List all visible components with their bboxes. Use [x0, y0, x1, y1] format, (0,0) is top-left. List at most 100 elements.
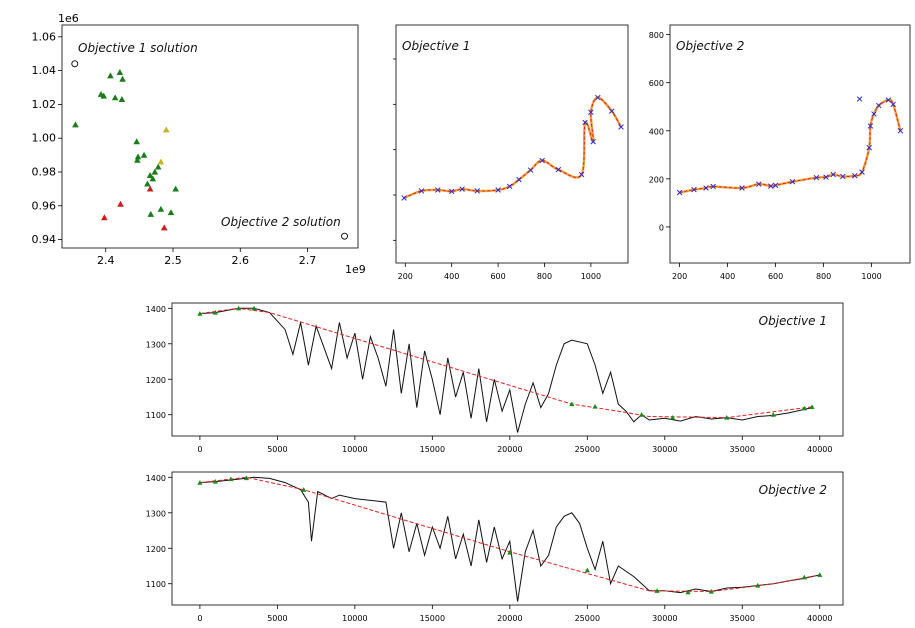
triangle-marker: [162, 126, 170, 133]
x-tick-label: 200: [672, 272, 687, 281]
triangle-marker: [111, 94, 119, 101]
triangle-marker: [157, 158, 165, 165]
x-tick-label: 20000: [497, 445, 522, 454]
plot-frame: [669, 24, 911, 264]
x-exponent-label: 1e9: [345, 263, 366, 275]
waypoint-marker: [595, 94, 601, 101]
x-tick-label: 20000: [497, 614, 522, 623]
plot-frame: [395, 24, 629, 264]
x-tick-label: 600: [490, 272, 505, 281]
waypoint-marker: [474, 188, 480, 194]
triangle-marker: [243, 475, 249, 481]
x-tick-label: 0: [197, 445, 202, 454]
x-tick-label: 40000: [807, 445, 832, 454]
chart-annotation: Objective 2 solution: [221, 215, 341, 229]
triangle-marker: [724, 414, 730, 420]
y-tick-label: 200: [649, 175, 664, 184]
y-exponent-label: 1e6: [58, 12, 79, 25]
triangle-marker: [801, 405, 807, 411]
route-line: [679, 99, 901, 194]
x-tick-label: 35000: [730, 614, 755, 623]
x-tick-label: 15000: [420, 614, 445, 623]
triangle-marker: [172, 185, 179, 192]
waypoint-marker: [590, 138, 596, 145]
pareto-front-scatter: 2.4 2.5 2.6 2.7 0.94 0.96 0.98 1.00 1.02 1.04 1.06…: [32, 12, 366, 276]
x-tick-label: 30000: [652, 614, 677, 623]
waypoint-marker: [772, 182, 779, 189]
waypoint-marker: [703, 185, 709, 191]
x-tick-label: 600: [768, 272, 783, 281]
objective1-route-panel: 200 400 600 800 1000 Objective 1: [378, 0, 638, 295]
x-tick-label: 800: [816, 272, 831, 281]
triangle-marker: [147, 210, 155, 217]
waypoint-marker: [823, 174, 829, 180]
triangle-marker: [685, 589, 691, 595]
waypoint-marker: [495, 187, 501, 193]
waypoint-marker: [710, 183, 716, 190]
triangle-marker: [584, 567, 590, 573]
y-tick-label: 800: [649, 31, 664, 40]
triangle-marker: [133, 138, 140, 145]
triangle-marker: [118, 96, 126, 102]
y-tick-label: 1.00: [32, 132, 57, 145]
x-tick-label: 1000: [581, 272, 601, 281]
triangle-marker: [117, 200, 124, 207]
waypoint-marker: [768, 183, 774, 189]
triangle-marker: [72, 121, 79, 128]
triangle-marker: [197, 311, 203, 316]
waypoint-marker: [876, 102, 882, 109]
triangle-marker: [638, 412, 645, 417]
waypoint-marker: [789, 178, 796, 185]
y-tick-label: 1400: [146, 474, 166, 483]
y-tick-label: 1100: [146, 411, 166, 420]
triangle-marker: [101, 214, 108, 221]
objective2-profile-panel: 0 5000 10000 15000 20000 25000 30000 35000 40000…: [130, 462, 915, 624]
triangle-marker: [801, 574, 807, 580]
x-tick-label: 2.7: [299, 254, 317, 267]
triangle-marker: [809, 404, 815, 409]
waypoint-marker: [739, 185, 745, 191]
waypoint-marker: [885, 97, 892, 103]
x-tick-label: 800: [537, 272, 552, 281]
y-tick-label: 0.98: [32, 165, 57, 178]
waypoint-marker: [435, 187, 441, 193]
y-tick-label: 0: [659, 223, 664, 232]
x-tick-label: 400: [444, 272, 459, 281]
x-tick-label: 30000: [652, 445, 677, 454]
trend-line: [199, 476, 820, 593]
triangle-marker: [116, 69, 124, 75]
x-tick-label: 400: [720, 272, 735, 281]
triangle-marker: [507, 549, 513, 555]
waypoint-marker: [448, 188, 455, 195]
plot-frame: [171, 302, 844, 437]
x-tick-label: 35000: [730, 445, 755, 454]
triangle-marker: [140, 151, 148, 158]
waypoint-marker: [756, 181, 762, 187]
triangle-marker: [149, 175, 157, 182]
x-tick-label: 10000: [342, 445, 367, 454]
solution-point: [71, 60, 79, 68]
triangle-marker: [251, 305, 257, 311]
triangle-marker: [119, 75, 126, 82]
triangle-marker: [669, 414, 676, 420]
y-tick-label: 1100: [146, 580, 166, 589]
y-tick-label: 600: [649, 79, 664, 88]
x-tick-label: 5000: [267, 445, 287, 454]
triangle-marker: [592, 403, 598, 409]
waypoint-marker: [516, 176, 522, 183]
y-tick-label: 1.02: [32, 98, 57, 111]
triangle-marker: [197, 480, 203, 485]
objective2-route-panel: 200 400 600 800 1000 0 200 400 600 800 Objective 2: [640, 0, 915, 295]
y-tick-label: 1.06: [32, 30, 57, 43]
x-tick-label: 15000: [420, 445, 445, 454]
chart-annotation: Objective 1: [759, 314, 827, 328]
triangle-marker: [212, 309, 218, 315]
pareto-panel: 2.4 2.5 2.6 2.7 0.94 0.96 0.98 1.00 1.02 1.04 1.06…: [0, 0, 380, 276]
triangle-marker: [569, 401, 575, 407]
triangle-marker: [151, 168, 159, 175]
triangle-marker: [654, 588, 660, 593]
x-tick-label: 0: [197, 614, 202, 623]
objective1-profile-panel: 0 5000 10000 15000 20000 25000 30000 35000 40000…: [130, 298, 915, 458]
triangle-marker: [236, 305, 242, 311]
waypoint-marker: [871, 111, 877, 117]
